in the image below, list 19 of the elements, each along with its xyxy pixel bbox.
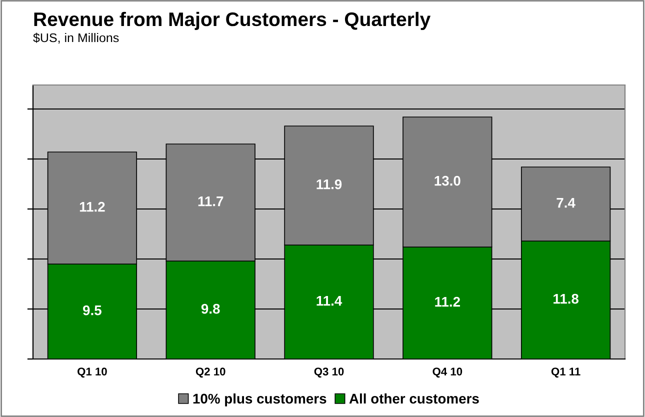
data-label: 7.4 xyxy=(556,198,576,208)
chart-subtitle: $US, in Millions xyxy=(33,32,119,44)
data-label: 11.2 xyxy=(435,296,460,307)
data-label: 11.9 xyxy=(316,179,342,190)
data-label: 11.7 xyxy=(198,196,224,206)
data-label: 11.2 xyxy=(80,202,105,212)
legend-label: 10% plus customers xyxy=(193,393,326,406)
x-tick-label: Q2 10 xyxy=(196,368,226,378)
x-tick-label: Q1 11 xyxy=(551,368,580,378)
data-label: 13.0 xyxy=(434,176,460,186)
x-tick-label: Q4 10 xyxy=(432,368,462,378)
legend-label: All other customers xyxy=(349,393,479,404)
data-label: 9.8 xyxy=(201,304,220,314)
data-label: 11.8 xyxy=(554,294,579,304)
data-label: 11.4 xyxy=(316,296,342,306)
data-label: 9.5 xyxy=(83,305,102,316)
chart-title: Revenue from Major Customers - Quarterly xyxy=(34,12,431,30)
x-tick-label: Q3 10 xyxy=(314,368,344,378)
x-tick-label: Q1 10 xyxy=(78,368,107,378)
